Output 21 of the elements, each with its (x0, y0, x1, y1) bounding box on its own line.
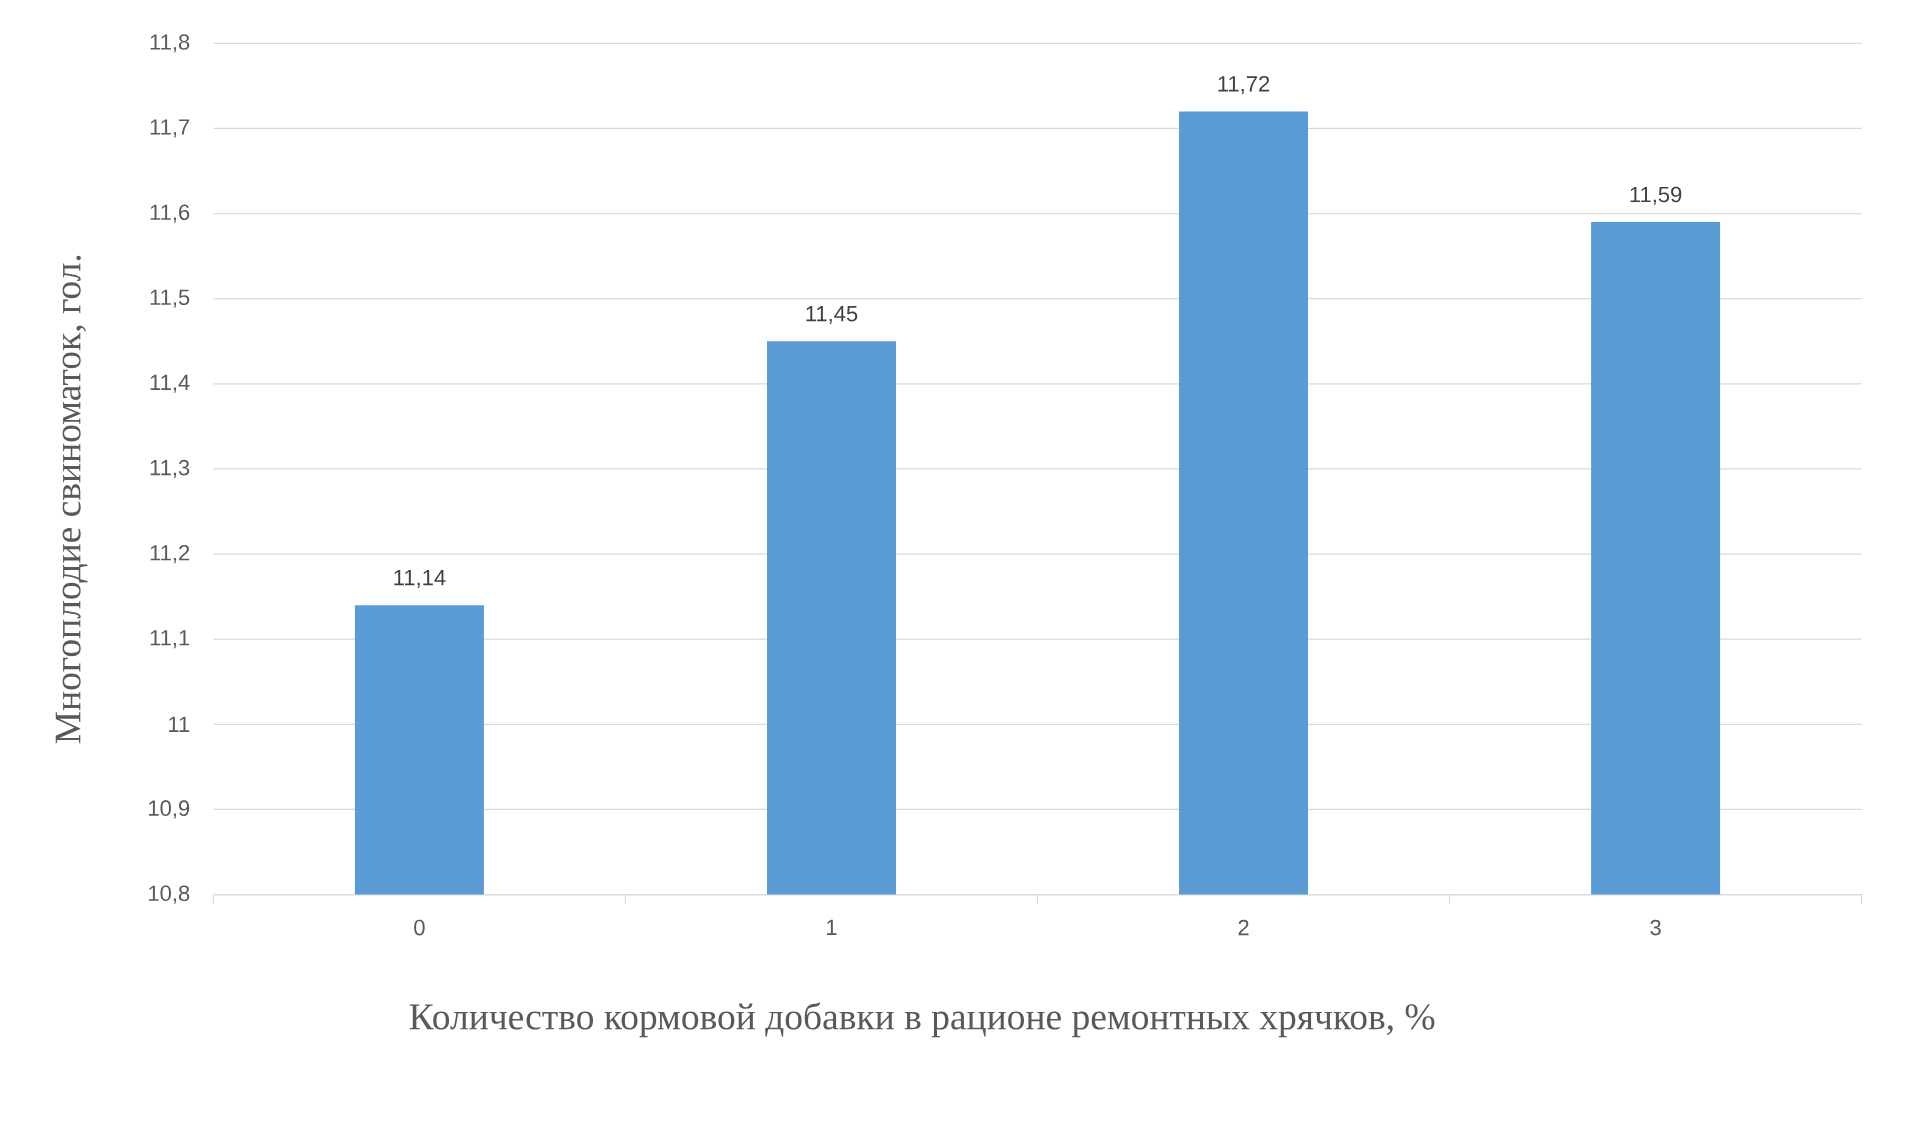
x-tick-label: 2 (1238, 919, 1249, 936)
x-tick-label: 1 (827, 919, 837, 935)
y-tick-label: 11 (169, 716, 190, 732)
y-axis-title: Многоплодие свиноматок, гол. (55, 255, 88, 744)
y-tick-label: 10,9 (149, 800, 190, 819)
data-label: 11,59 (1630, 186, 1682, 205)
y-tick-label: 11,7 (150, 119, 190, 138)
data-label: 11,14 (394, 570, 446, 588)
x-axis-title: Количество кормовой добавки в рационе ремонтных хрячков, % (409, 1002, 1435, 1038)
y-tick-label: 10,8 (149, 885, 190, 904)
y-tick-label: 11,2 (150, 544, 190, 564)
y-tick-label: 11,5 (150, 289, 190, 308)
data-label: 11,72 (1218, 76, 1270, 95)
y-tick-label: 11,1 (150, 630, 190, 649)
y-tick-label: 11,6 (150, 204, 190, 223)
y-tick-label: 11,4 (150, 374, 190, 393)
y-tick-label: 11,8 (150, 34, 190, 53)
y-tick-label: 11,3 (150, 459, 190, 479)
x-tick-label: 3 (1650, 919, 1661, 936)
x-tick-label: 0 (414, 919, 425, 936)
data-label: 11,45 (806, 306, 858, 325)
